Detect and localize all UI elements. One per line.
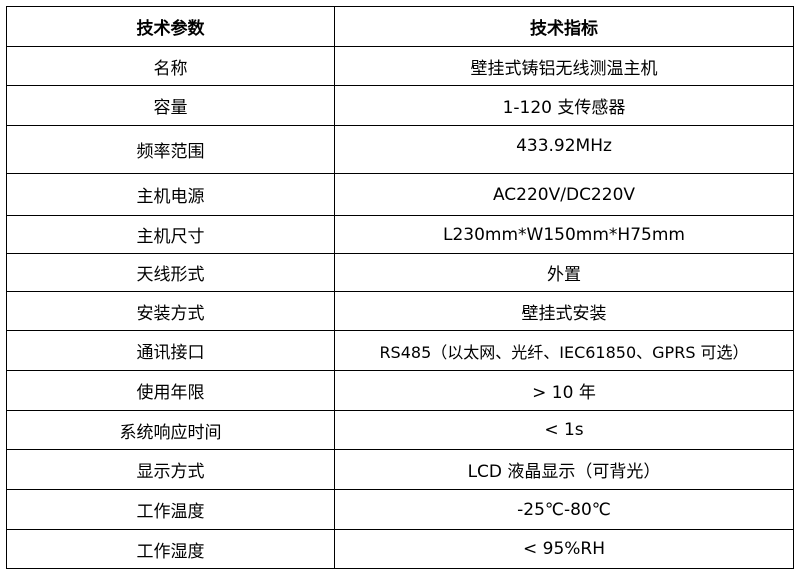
spec-cell: < 95%RH [334,529,794,569]
spec-cell: > 10 年 [334,370,794,411]
param-cell: 名称 [6,46,335,86]
spec-cell: AC220V/DC220V [334,173,794,216]
table-row: 主机电源 AC220V/DC220V [6,173,794,216]
param-cell: 通讯接口 [6,330,335,371]
spec-cell: 433.92MHz [334,125,794,174]
param-cell: 容量 [6,85,335,126]
table-row: 通讯接口 RS485（以太网、光纤、IEC61850、GPRS 可选） [6,330,794,371]
param-cell: 显示方式 [6,449,335,490]
param-cell: 天线形式 [6,253,335,292]
table-row: 容量 1-120 支传感器 [6,85,794,126]
spec-cell: < 1s [334,410,794,450]
param-cell: 频率范围 [6,125,335,174]
spec-cell: 壁挂式铸铝无线测温主机 [334,46,794,86]
table-header-row: 技术参数 技术指标 [6,6,794,47]
table-row: 工作湿度 < 95%RH [6,529,794,569]
spec-cell: 壁挂式安装 [334,291,794,331]
spec-table: 技术参数 技术指标 名称 壁挂式铸铝无线测温主机 容量 1-120 支传感器 频率范… [6,6,794,569]
table-row: 安装方式 壁挂式安装 [6,291,794,331]
param-cell: 安装方式 [6,291,335,331]
table-row: 名称 壁挂式铸铝无线测温主机 [6,46,794,86]
spec-cell: L230mm*W150mm*H75mm [334,215,794,254]
spec-cell: -25℃-80℃ [334,489,794,530]
param-cell: 使用年限 [6,370,335,411]
table-row: 天线形式 外置 [6,253,794,292]
table-row: 显示方式 LCD 液晶显示（可背光） [6,449,794,490]
param-cell: 主机尺寸 [6,215,335,254]
spec-cell: RS485（以太网、光纤、IEC61850、GPRS 可选） [334,330,794,371]
param-cell: 工作温度 [6,489,335,530]
header-spec: 技术指标 [334,6,794,47]
spec-cell: 外置 [334,253,794,292]
spec-cell: LCD 液晶显示（可背光） [334,449,794,490]
table-row: 系统响应时间 < 1s [6,410,794,450]
param-cell: 系统响应时间 [6,410,335,450]
header-param: 技术参数 [6,6,335,47]
spec-cell: 1-120 支传感器 [334,85,794,126]
param-cell: 工作湿度 [6,529,335,569]
table-row: 主机尺寸 L230mm*W150mm*H75mm [6,215,794,254]
param-cell: 主机电源 [6,173,335,216]
table-row: 工作温度 -25℃-80℃ [6,489,794,530]
table-row: 频率范围 433.92MHz [6,125,794,174]
table-row: 使用年限 > 10 年 [6,370,794,411]
